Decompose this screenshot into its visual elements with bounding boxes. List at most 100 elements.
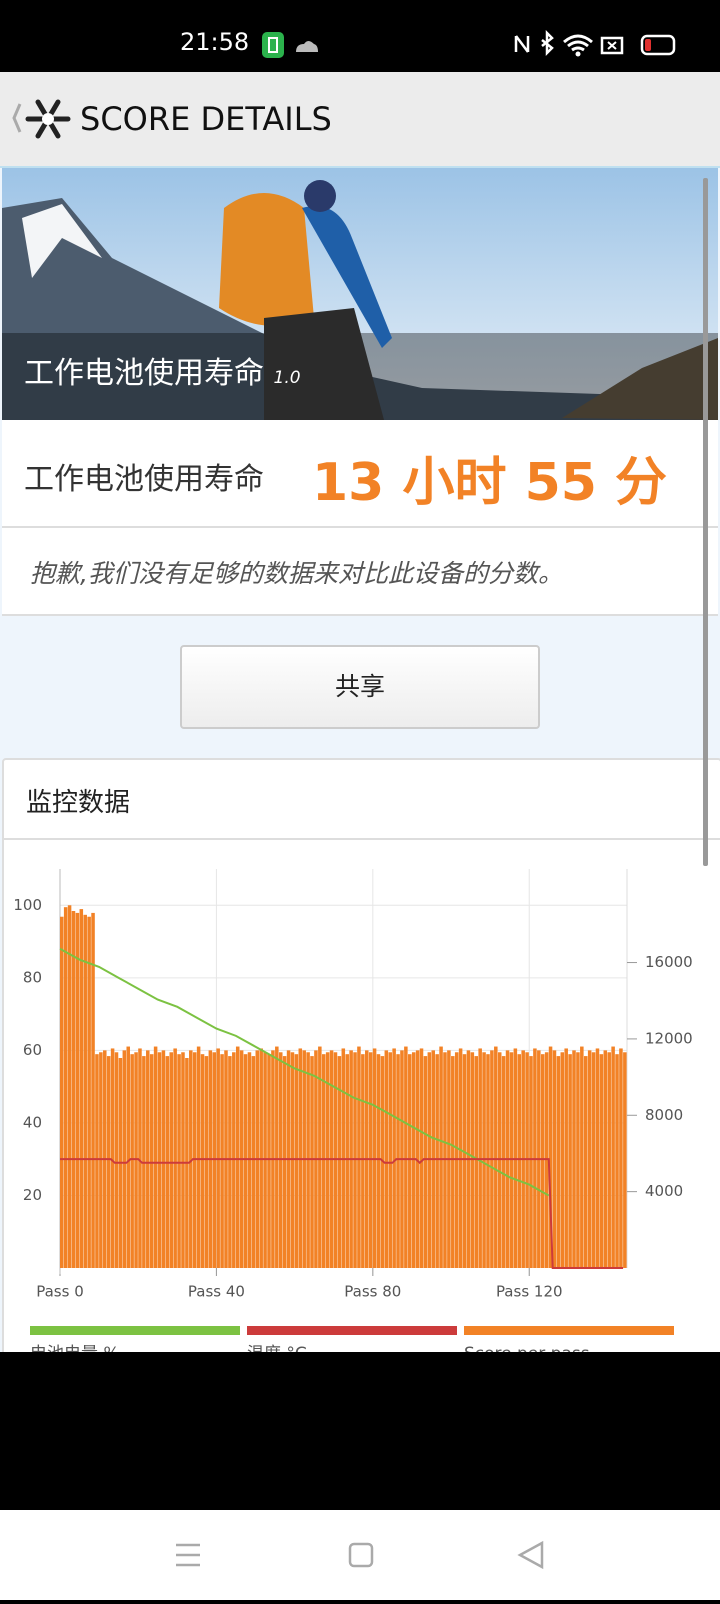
bar <box>603 1050 608 1268</box>
bar <box>607 1052 611 1268</box>
result-label: 工作电池使用寿命 <box>24 462 264 497</box>
status-bar: 21:58 <box>0 0 720 72</box>
bar <box>361 1054 365 1268</box>
y-tick-label: 100 <box>13 896 42 914</box>
bar <box>501 1056 506 1268</box>
bar <box>161 1050 166 1268</box>
bar <box>106 1056 111 1268</box>
bar <box>200 1054 205 1268</box>
menu-button[interactable] <box>176 1543 200 1567</box>
bar <box>404 1046 408 1268</box>
legend-swatch <box>30 1326 240 1335</box>
app-header: SCORE DETAILS <box>0 72 720 168</box>
bar <box>60 916 64 1268</box>
monitoring-card: 监控数据 20 40 60 80 100 Pass 0 Pass 40 Pass 80 Pass… <box>2 758 720 1352</box>
bar <box>486 1054 490 1268</box>
bar <box>138 1048 142 1268</box>
back-logo[interactable] <box>6 94 76 144</box>
result-score: 13 小时 55 分 <box>312 453 668 513</box>
monitoring-title: 监控数据 <box>26 788 131 818</box>
bar <box>415 1050 420 1268</box>
line <box>59 947 550 1197</box>
bar <box>235 1046 240 1268</box>
home-button[interactable] <box>348 1542 374 1568</box>
bar <box>591 1052 596 1268</box>
legend-swatch <box>247 1326 457 1335</box>
bar <box>611 1046 615 1268</box>
bar <box>435 1054 439 1268</box>
status-icons-left <box>262 32 318 58</box>
legend-label: Score per pass <box>464 1344 590 1352</box>
y2-tick-label: 16000 <box>645 953 693 971</box>
result-row: 工作电池使用寿命 13 小时 55 分 <box>2 420 718 528</box>
divider <box>4 838 720 840</box>
bar <box>321 1054 326 1268</box>
nav-buttons <box>176 1540 544 1570</box>
bar <box>396 1054 400 1268</box>
bar <box>83 914 87 1268</box>
bar <box>595 1048 600 1268</box>
back-button[interactable] <box>517 1540 544 1570</box>
bar <box>494 1046 498 1268</box>
bar <box>580 1046 584 1268</box>
bar <box>149 1054 154 1268</box>
bar <box>177 1054 181 1268</box>
page-title: SCORE DETAILS <box>80 100 332 138</box>
bar <box>275 1046 279 1268</box>
legend-label: 电池电量 % <box>30 1344 120 1352</box>
bar <box>548 1046 553 1268</box>
x-tick-label: Pass 80 <box>344 1283 401 1301</box>
bar <box>408 1054 412 1268</box>
bar <box>204 1056 209 1268</box>
bar <box>619 1048 623 1268</box>
bar <box>439 1046 443 1268</box>
bar <box>564 1048 568 1268</box>
line <box>60 1158 624 1269</box>
bar <box>529 1056 533 1268</box>
bar <box>583 1056 588 1268</box>
bar <box>576 1052 580 1268</box>
bar <box>451 1056 455 1268</box>
bar <box>110 1048 115 1268</box>
bar <box>599 1054 604 1268</box>
legend-label: 温度 °C <box>247 1344 307 1352</box>
bar <box>228 1056 232 1268</box>
legend-swatch <box>464 1326 674 1335</box>
clock: 21:58 <box>180 28 250 56</box>
hero-title: 工作电池使用寿命 1.0 <box>24 348 301 392</box>
note-row: 抱歉,我们没有足够的数据来对比此设备的分数。 <box>2 528 718 616</box>
share-button[interactable]: 共享 <box>180 645 540 729</box>
content: 工作电池使用寿命 1.0 工作电池使用寿命 13 小时 55 分 抱歉,我们没有… <box>0 168 720 1352</box>
bar <box>157 1052 162 1268</box>
bar <box>169 1052 174 1268</box>
bar <box>196 1046 201 1268</box>
scrollbar <box>703 178 708 866</box>
bar <box>587 1050 592 1268</box>
bar <box>560 1052 565 1268</box>
bar <box>462 1054 467 1268</box>
bar <box>388 1052 392 1268</box>
bar <box>95 1054 99 1268</box>
x-tick-label: Pass 0 <box>36 1283 84 1301</box>
bar <box>189 1050 193 1268</box>
bar <box>267 1054 271 1268</box>
nav-bar <box>0 1510 720 1600</box>
bar <box>556 1056 561 1268</box>
y2-tick-label: 4000 <box>645 1182 683 1200</box>
bar <box>181 1052 185 1268</box>
bar <box>75 912 80 1268</box>
bar <box>345 1054 349 1268</box>
bar <box>63 907 68 1268</box>
bar <box>79 909 84 1268</box>
bar <box>71 911 76 1268</box>
bar <box>517 1054 522 1268</box>
bar <box>474 1056 479 1268</box>
bar <box>357 1046 361 1268</box>
bar <box>552 1050 557 1268</box>
y-tick-label: 40 <box>23 1113 42 1131</box>
y-tick-label: 80 <box>23 968 42 986</box>
bar <box>87 916 91 1268</box>
bar <box>153 1046 158 1268</box>
bar <box>173 1048 177 1268</box>
